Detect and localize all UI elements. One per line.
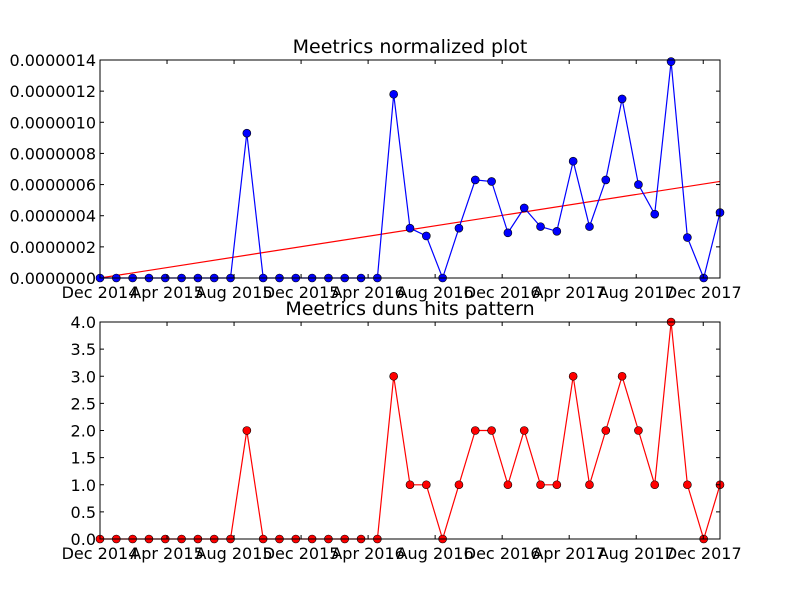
y-tick-label: 0.0000006 xyxy=(9,176,96,195)
y-tick-label: 0.0000004 xyxy=(9,207,96,226)
data-point xyxy=(634,180,643,189)
x-tick-label: Apr 2016 xyxy=(331,283,404,302)
data-point xyxy=(568,156,578,166)
x-tick-label: Dec 2017 xyxy=(665,283,742,302)
y-tick-label: 3.0 xyxy=(71,367,96,386)
y-axis-ticks: 0.0000000 0.0000002 0.0000004 0.0000006 0.00… xyxy=(9,51,720,288)
duns-hits-plot: Meetrics duns hits pattern 0.0 0.5 1.0 1.5 2… xyxy=(62,298,742,563)
x-tick-label: Aug 2017 xyxy=(598,544,675,563)
chart-title: Meetrics duns hits pattern xyxy=(285,298,534,320)
data-point xyxy=(585,480,594,490)
data-point xyxy=(650,480,660,490)
data-point xyxy=(487,426,496,435)
data-point xyxy=(470,426,480,435)
x-tick-label: Apr 2015 xyxy=(130,283,203,302)
y-tick-label: 0.0000014 xyxy=(9,51,96,70)
y-tick-label: 0.0000008 xyxy=(9,144,96,163)
y-tick-label: 1.5 xyxy=(71,449,96,468)
data-point xyxy=(552,480,562,490)
x-tick-label: Dec 2016 xyxy=(464,283,541,302)
data-point xyxy=(634,426,643,435)
data-point xyxy=(503,228,513,238)
plot-frame xyxy=(99,321,721,540)
x-tick-label: Dec 2015 xyxy=(263,544,340,563)
y-tick-label: 2.0 xyxy=(71,422,96,441)
data-point xyxy=(683,233,692,242)
y-tick-label: 0.0000012 xyxy=(9,82,96,101)
x-tick-label: Aug 2015 xyxy=(196,283,273,302)
x-tick-label: Apr 2015 xyxy=(130,544,203,563)
data-point xyxy=(536,222,545,231)
data-point xyxy=(405,223,415,233)
data-point xyxy=(568,371,578,381)
data-point xyxy=(405,480,415,490)
x-tick-label: Dec 2014 xyxy=(62,544,139,563)
x-tick-label: Apr 2016 xyxy=(331,544,404,563)
y-tick-label: 3.5 xyxy=(71,340,96,359)
y-tick-label: 2.5 xyxy=(71,394,96,413)
x-tick-label: Aug 2016 xyxy=(397,544,474,563)
x-tick-label: Aug 2017 xyxy=(598,283,675,302)
normalized-plot: Meetrics normalized plot 0.00000000.0000… xyxy=(9,36,741,302)
data-point xyxy=(389,89,398,99)
x-tick-label: Dec 2014 xyxy=(62,283,139,302)
chart-title: Meetrics normalized plot xyxy=(293,36,528,58)
x-tick-label: Dec 2015 xyxy=(263,283,340,302)
y-axis-ticks: 0.0 0.5 1.0 1.5 2.0 2.5 3.0 3.5 4.0 xyxy=(71,313,720,549)
y-tick-label: 0.0000002 xyxy=(9,238,96,257)
data-point xyxy=(454,223,464,233)
x-tick-label: Dec 2017 xyxy=(665,544,742,563)
x-tick-label: Apr 2017 xyxy=(532,283,605,302)
data-point xyxy=(617,94,627,104)
x-tick-label: Aug 2015 xyxy=(196,544,273,563)
data-point xyxy=(617,371,627,381)
data-point xyxy=(470,175,480,185)
y-tick-label: 4.0 xyxy=(71,313,96,332)
x-tick-label: Aug 2016 xyxy=(397,283,474,302)
data-point xyxy=(552,226,562,236)
data-point xyxy=(519,426,529,435)
data-point xyxy=(601,426,611,435)
data-point xyxy=(422,231,431,241)
data-point xyxy=(585,222,594,231)
data-point xyxy=(519,203,529,213)
x-tick-label: Dec 2016 xyxy=(464,544,541,563)
x-tick-label: Apr 2017 xyxy=(532,544,605,563)
data-point xyxy=(487,177,496,186)
data-point xyxy=(454,480,464,490)
data-point xyxy=(666,57,676,66)
data-point xyxy=(389,371,398,381)
data-point xyxy=(650,209,660,219)
data-point xyxy=(422,480,431,490)
y-tick-label: 1.0 xyxy=(71,476,96,495)
data-point xyxy=(601,175,611,185)
y-tick-label: 0.0 xyxy=(71,530,96,549)
y-tick-label: 0.0000000 xyxy=(9,269,96,288)
data-point xyxy=(503,480,513,490)
data-point xyxy=(536,480,545,490)
data-point xyxy=(242,426,252,435)
y-tick-label: 0.0000010 xyxy=(9,113,96,132)
data-point xyxy=(242,128,252,138)
y-tick-label: 0.5 xyxy=(71,503,96,522)
plot-frame xyxy=(99,59,721,279)
data-point xyxy=(683,480,692,490)
